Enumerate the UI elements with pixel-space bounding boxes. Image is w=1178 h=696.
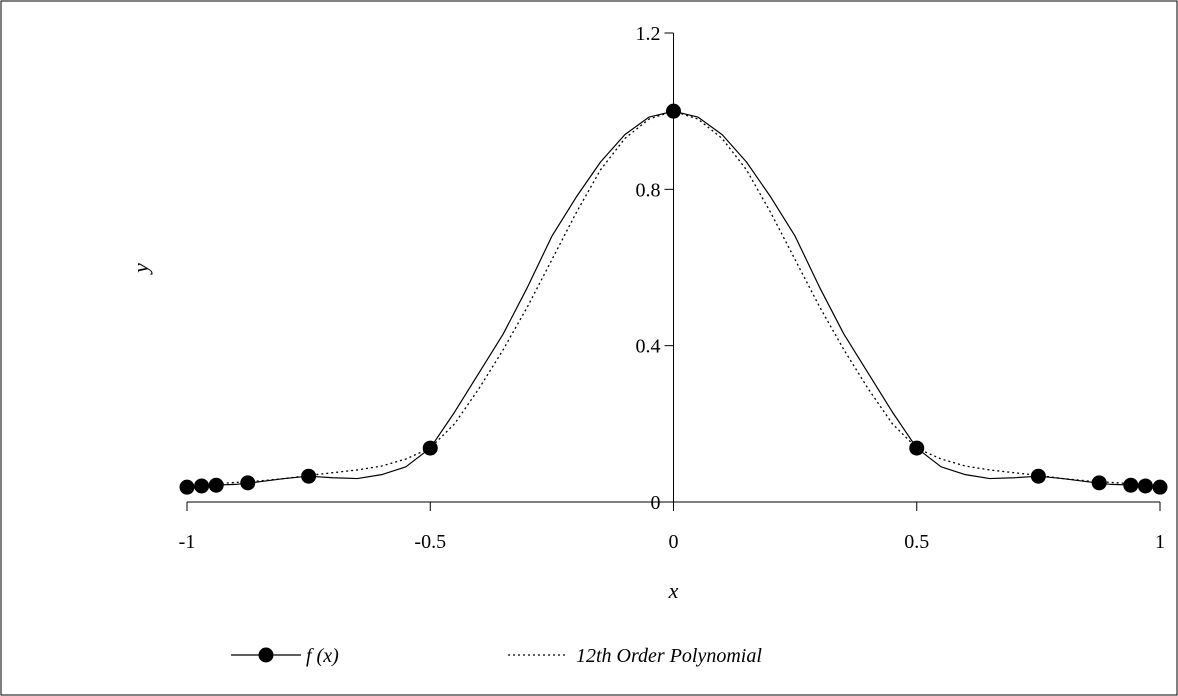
x-tick-label: -0.5	[414, 531, 446, 553]
data-point	[909, 440, 925, 456]
y-tick-label: 0.4	[636, 336, 661, 358]
y-axis-title: y	[128, 263, 153, 275]
legend-group: f (x) 12th Order Polynomial	[231, 645, 762, 667]
x-tick-label: 0	[669, 531, 679, 553]
data-point	[1123, 477, 1139, 493]
legend-marker-f-x	[258, 647, 274, 663]
data-point	[240, 475, 256, 491]
data-point	[422, 440, 438, 456]
x-tick-label: 0.5	[904, 531, 929, 553]
legend-label-polynomial: 12th Order Polynomial	[576, 645, 762, 667]
data-point	[1030, 468, 1046, 484]
data-point	[666, 103, 681, 119]
data-point	[194, 478, 210, 494]
data-point	[1091, 475, 1107, 491]
axes-group: -1 -0.5 0 0.5 1 0 0.4 0.8 1.2 x y	[128, 23, 1165, 603]
data-point	[208, 477, 224, 493]
y-tick-label: 1.2	[636, 23, 661, 45]
data-point	[301, 468, 317, 484]
plot-group	[179, 103, 1168, 495]
data-point	[1152, 479, 1168, 495]
x-tick-label: 1	[1155, 531, 1165, 553]
legend-label-f-x: f (x)	[306, 645, 339, 667]
y-tick-label: 0	[651, 492, 661, 514]
data-point	[179, 479, 195, 495]
data-point	[1137, 478, 1153, 494]
x-axis-title: x	[668, 578, 679, 603]
y-tick-label: 0.8	[636, 179, 661, 201]
x-tick-label: -1	[179, 531, 196, 553]
